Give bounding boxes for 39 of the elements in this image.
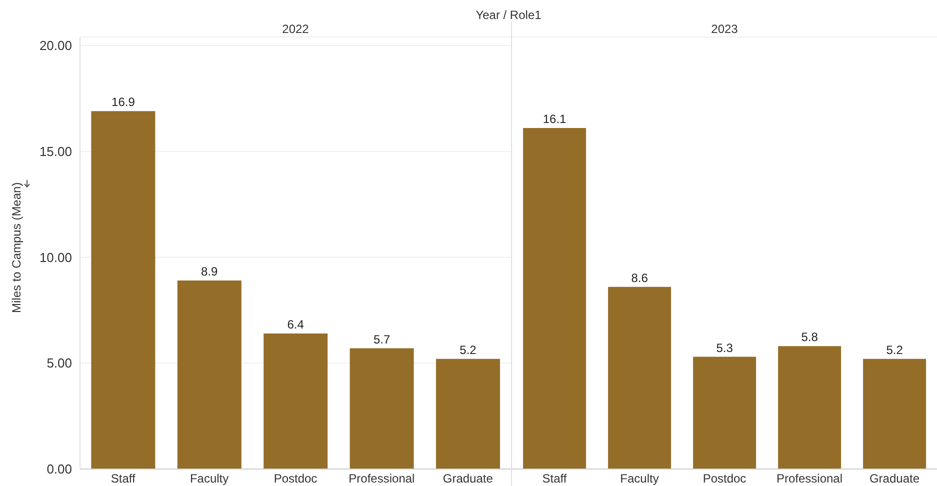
- text: Year / Role1: [474, 8, 542, 22]
- data-label: 5.7: [373, 332, 390, 346]
- x-tick-label: Postdoc: [274, 472, 318, 486]
- bar: [91, 111, 156, 469]
- x-tick-label: Postdoc: [702, 472, 746, 486]
- data-label: 16.9: [112, 95, 136, 110]
- y-tick-label: 20.00: [39, 38, 72, 54]
- x-tick-label: Professional: [348, 472, 415, 486]
- data-label: 5.3: [716, 340, 734, 355]
- bar: [436, 358, 500, 469]
- y-tick-label: 0.00: [46, 462, 72, 477]
- bar: [523, 128, 586, 469]
- data-label: 8.9: [201, 264, 218, 279]
- bar: [608, 286, 672, 469]
- bar: [863, 358, 926, 469]
- x-tick-label: Faculty: [190, 472, 229, 486]
- bar: [350, 348, 414, 469]
- bar: [177, 280, 242, 469]
- chart-title: 2022: [281, 22, 310, 36]
- y-tick-label: 5.00: [46, 356, 72, 371]
- bar: [693, 356, 756, 469]
- x-tick-label: Staff: [110, 472, 136, 486]
- x-tick-label: Graduate: [442, 472, 494, 486]
- x-tick-label: Faculty: [620, 472, 659, 486]
- bar: [264, 333, 328, 469]
- bar: [778, 346, 842, 469]
- x-tick-label: Graduate: [869, 472, 920, 486]
- data-label: 5.2: [460, 342, 477, 357]
- x-tick-label: Professional: [776, 472, 843, 486]
- data-label: 6.4: [287, 317, 304, 332]
- chart-title: 2023: [710, 22, 739, 36]
- data-label: 8.6: [631, 270, 648, 285]
- x-tick-label: Staff: [542, 472, 568, 486]
- data-label: 5.8: [801, 330, 818, 344]
- data-label: 5.2: [886, 342, 904, 357]
- y-tick-label: 15.00: [39, 144, 72, 159]
- y-tick-label: 10.00: [39, 250, 72, 265]
- data-label: 16.1: [542, 112, 567, 126]
- y-axis-title: Miles to Campus (Mean): [9, 182, 24, 313]
